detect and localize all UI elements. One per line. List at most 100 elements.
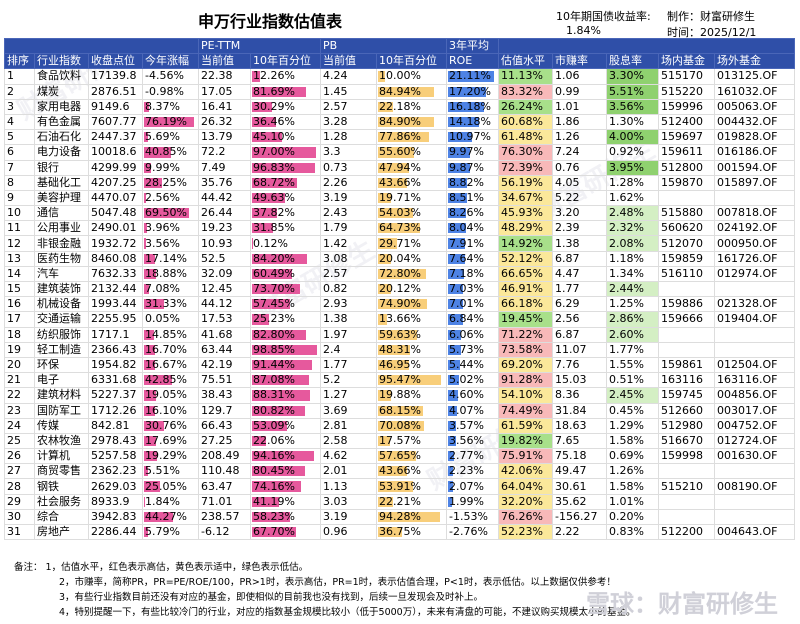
table-cell: 19.23: [198, 220, 251, 237]
cell-text: 2.57: [323, 99, 348, 113]
table-cell: [714, 463, 795, 480]
table-cell: 20: [4, 356, 35, 374]
table-cell: 7.24: [552, 144, 607, 161]
table-cell: 73.58%: [498, 341, 553, 358]
table-cell: 5: [4, 129, 35, 146]
cell-text: 72.39%: [501, 160, 543, 174]
table-row: 18 纺织服饰 1717.1 14.85% 41.68 82.80% 1.97 59.63% 6…: [4, 326, 795, 343]
table-row: 27 商贸零售 2362.23 5.51% 110.48 80.45% 2.01 43.66%…: [4, 463, 795, 480]
cell-text: 4.00%: [609, 130, 644, 144]
cell-text: 163116.OF: [717, 373, 778, 387]
cell-text: 45.93%: [501, 206, 543, 220]
table-cell: 012974.OF: [714, 265, 795, 283]
data-bar: [378, 177, 407, 188]
table-cell: 3.20: [552, 205, 607, 222]
table-cell: 3: [4, 98, 35, 115]
data-bar: [252, 405, 305, 416]
table-cell: 516110: [658, 265, 715, 283]
table-cell: 房地产: [34, 523, 89, 541]
cell-text: 17.69%: [145, 433, 187, 447]
data-bar: [144, 162, 151, 173]
cell-text: 20.12%: [379, 282, 421, 296]
cell-text: 512980: [661, 418, 703, 432]
data-bar: [252, 481, 301, 492]
table-cell: [658, 326, 715, 343]
table-cell: 40.85%: [142, 144, 199, 161]
cell-text: 1.55%: [609, 358, 644, 372]
cell-text: 6.06%: [449, 327, 484, 341]
table-cell: 41.68: [198, 326, 251, 343]
table-cell: 31: [4, 523, 35, 541]
table-cell: 96.83%: [250, 159, 321, 176]
cell-text: 515210: [661, 479, 703, 493]
table-cell: 82.80%: [250, 326, 321, 343]
table-cell: 农林牧渔: [34, 432, 89, 450]
cell-text: 3.19: [323, 509, 348, 523]
table-cell: 银行: [34, 159, 89, 176]
data-bar: [144, 511, 173, 522]
table-cell: 159666: [658, 311, 715, 328]
table-cell: 1.62%: [606, 189, 659, 207]
cell-text: 003017.OF: [717, 403, 778, 417]
data-bar: [448, 451, 455, 462]
table-cell: 23: [4, 402, 35, 419]
cell-text: 1.01: [555, 99, 580, 113]
table-cell: 012504.OF: [714, 356, 795, 374]
table-cell: 59.63%: [376, 326, 447, 343]
table-cell: 12.26%: [250, 68, 321, 85]
column-header: 排序: [4, 53, 35, 70]
cell-text: 32.09: [201, 266, 233, 280]
table-cell: 13: [4, 250, 35, 267]
table-cell: 1: [4, 68, 35, 85]
table-cell: 7.64%: [446, 250, 499, 267]
table-cell: 6.06%: [446, 326, 499, 343]
table-cell: 61.59%: [498, 417, 553, 434]
data-bar: [144, 435, 156, 447]
table-cell: 208.49: [198, 448, 251, 465]
cell-text: 512800: [661, 160, 703, 174]
table-cell: 17.69%: [142, 432, 199, 450]
table-cell: 3.28: [320, 113, 377, 131]
cell-text: 2.56: [555, 312, 580, 326]
table-cell: 0.96: [320, 523, 377, 541]
cell-text: 13.79: [201, 130, 233, 144]
cell-text: 59.63%: [379, 327, 421, 341]
date: 时间：2025/12/1: [667, 26, 757, 39]
cell-text: 5.02%: [449, 373, 484, 387]
data-bar: [448, 253, 465, 264]
table-cell: 家用电器: [34, 98, 89, 115]
table-cell: [658, 463, 715, 480]
table-cell: 机械设备: [34, 296, 89, 313]
cell-text: 016186.OF: [717, 145, 778, 159]
table-cell: 44.27%: [142, 508, 199, 526]
cell-text: 73.58%: [501, 342, 543, 356]
cell-text: 16.67%: [145, 358, 187, 372]
table-cell: 66.18%: [498, 296, 553, 313]
cell-text: 28: [7, 479, 21, 493]
cell-text: 42.19: [201, 358, 233, 372]
table-row: 3 家用电器 9149.6 8.37% 16.41 30.29% 2.57 22.18% 16.…: [4, 98, 795, 115]
table-cell: 1.86: [552, 113, 607, 131]
cell-text: 68.72%: [253, 175, 295, 189]
cell-text: 26.44: [201, 206, 233, 220]
cell-text: 2447.37: [91, 130, 137, 144]
table-cell: 16: [4, 296, 35, 313]
table-cell: 3.30%: [606, 68, 659, 85]
data-bar: [144, 359, 155, 371]
cell-text: 48.29%: [501, 221, 543, 235]
table-cell: 71.22%: [498, 326, 553, 343]
cell-text: 44.27%: [145, 509, 187, 523]
cell-text: 94.16%: [253, 449, 295, 463]
table-cell: 2362.23: [88, 463, 143, 480]
data-bar: [252, 71, 261, 82]
cell-text: 80.45%: [253, 464, 295, 478]
cell-text: 5.79%: [145, 525, 180, 539]
cell-text: 37.82%: [253, 206, 295, 220]
table-cell: 003017.OF: [714, 402, 795, 419]
cell-text: 20: [7, 358, 21, 372]
data-bar: [252, 86, 306, 97]
table-cell: 7: [4, 159, 35, 176]
cell-text: 7.64%: [449, 251, 484, 265]
cell-text: 16: [7, 297, 21, 311]
cell-text: 008190.OF: [717, 479, 778, 493]
